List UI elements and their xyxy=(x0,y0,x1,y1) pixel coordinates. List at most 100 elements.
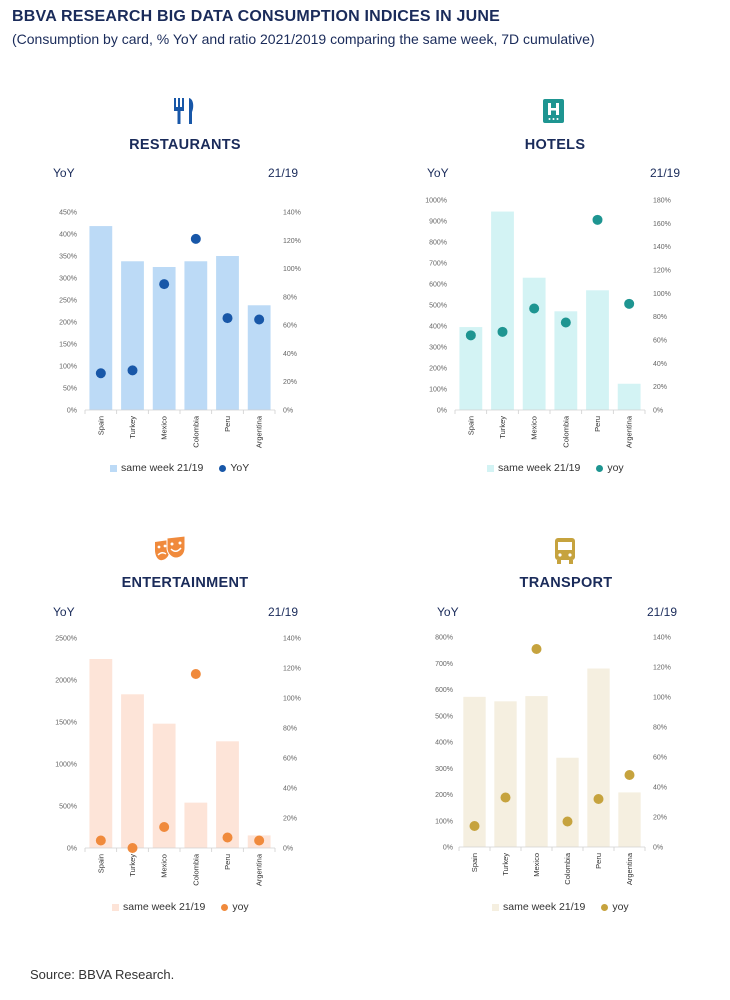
legend-swatch-bar xyxy=(110,464,117,472)
legend: same week 21/19 yoy xyxy=(487,462,624,474)
right-tick-label: 160% xyxy=(653,221,671,228)
category-label: Spain xyxy=(466,416,475,435)
right-tick-label: 100% xyxy=(283,266,301,273)
left-tick-label: 350% xyxy=(59,254,77,261)
legend: same week 21/19 YoY xyxy=(110,462,249,474)
right-tick-label: 60% xyxy=(653,338,667,345)
dot-mexico xyxy=(159,279,170,290)
left-tick-label: 800% xyxy=(429,240,447,247)
legend-label-bar: same week 21/19 xyxy=(123,901,206,913)
bar-argentina xyxy=(617,383,641,410)
category-label: Argentina xyxy=(625,852,634,885)
left-tick-label: 1000% xyxy=(55,762,77,769)
chart-title: RESTAURANTS xyxy=(129,137,241,153)
legend-label-bar: same week 21/19 xyxy=(498,462,581,474)
category-label: Turkey xyxy=(501,853,510,876)
left-tick-label: 500% xyxy=(429,303,447,310)
category-label: Turkey xyxy=(128,416,137,439)
dot-mexico xyxy=(531,644,542,654)
right-tick-label: 120% xyxy=(283,666,301,673)
bar-argentina xyxy=(618,792,641,847)
dot-mexico xyxy=(159,822,170,832)
category-label: Turkey xyxy=(128,854,137,877)
bar-turkey xyxy=(121,261,144,410)
dot-peru xyxy=(222,832,233,843)
hotel-icon xyxy=(543,99,564,123)
right-tick-label: 60% xyxy=(283,323,297,330)
bar-spain xyxy=(89,226,113,410)
right-tick-label: 120% xyxy=(283,238,301,245)
left-tick-label: 200% xyxy=(435,792,453,799)
dot-spain xyxy=(469,821,480,831)
left-tick-label: 600% xyxy=(435,687,453,694)
legend-label-bar: same week 21/19 xyxy=(121,462,204,474)
left-tick-label: 2500% xyxy=(55,636,77,643)
left-tick-label: 800% xyxy=(435,635,453,642)
right-axis-label: 21/19 xyxy=(650,166,681,180)
page-title: BBVA RESEARCH BIG DATA CONSUMPTION INDIC… xyxy=(12,8,500,25)
bar-colombia xyxy=(184,802,208,848)
category-label: Peru xyxy=(594,853,603,869)
right-tick-label: 140% xyxy=(283,636,301,643)
category-label: Mexico xyxy=(532,853,541,877)
right-tick-label: 80% xyxy=(283,726,297,733)
left-tick-label: 1000% xyxy=(425,198,447,205)
left-tick-label: 900% xyxy=(429,219,447,226)
left-tick-label: 0% xyxy=(67,846,77,853)
right-tick-label: 80% xyxy=(283,294,297,301)
right-axis-label: 21/19 xyxy=(647,605,678,619)
category-label: Spain xyxy=(96,854,105,873)
dot-peru xyxy=(593,794,604,804)
left-tick-label: 150% xyxy=(59,342,77,349)
dot-colombia xyxy=(190,669,201,679)
category-label: Peru xyxy=(223,854,232,870)
right-tick-label: 180% xyxy=(653,198,671,205)
left-axis-label: YoY xyxy=(437,605,459,619)
bar-peru xyxy=(216,741,239,848)
category-label: Argentina xyxy=(255,853,264,886)
left-tick-label: 600% xyxy=(429,282,447,289)
legend-swatch-dot xyxy=(601,903,609,911)
right-tick-label: 0% xyxy=(653,845,663,852)
dot-turkey xyxy=(500,792,511,803)
legend-swatch-dot xyxy=(221,903,229,911)
legend-swatch-bar xyxy=(112,903,119,911)
right-tick-label: 40% xyxy=(283,351,297,358)
dot-argentina xyxy=(624,298,635,309)
right-tick-label: 20% xyxy=(653,384,667,391)
right-tick-label: 0% xyxy=(653,408,663,415)
right-tick-label: 40% xyxy=(653,785,667,792)
left-tick-label: 250% xyxy=(59,298,77,305)
right-tick-label: 20% xyxy=(653,815,667,822)
category-label: Colombia xyxy=(561,415,570,448)
left-tick-label: 0% xyxy=(443,845,453,852)
left-tick-label: 100% xyxy=(59,364,77,371)
plot-area: 0% 100% 200% 300% 400% 500% 600% 700% 800% 900% 10… xyxy=(425,198,671,449)
right-tick-label: 100% xyxy=(653,695,671,702)
bar-peru xyxy=(587,668,610,847)
dot-argentina xyxy=(254,835,265,846)
dot-peru xyxy=(592,214,603,225)
bar-mexico xyxy=(522,277,546,410)
chart-panel-hotels: HOTELS YoY 21/19 0% 100% 200% 300% 400% 500% 6… xyxy=(425,92,725,492)
theater-masks-icon xyxy=(155,535,186,561)
category-label: Mexico xyxy=(160,854,169,878)
dot-colombia xyxy=(562,816,573,827)
left-tick-label: 2000% xyxy=(55,678,77,685)
right-axis-label: 21/19 xyxy=(268,166,299,180)
dot-mexico xyxy=(529,303,540,314)
category-label: Mexico xyxy=(530,416,539,440)
dot-colombia xyxy=(560,317,571,328)
right-tick-label: 80% xyxy=(653,725,667,732)
chart-title: HOTELS xyxy=(524,137,586,153)
legend-label-dot: yoy xyxy=(232,901,249,913)
right-tick-label: 120% xyxy=(653,665,671,672)
dot-spain xyxy=(95,368,106,379)
source-note: Source: BBVA Research. xyxy=(30,967,175,982)
right-tick-label: 0% xyxy=(283,846,293,853)
left-tick-label: 400% xyxy=(435,740,453,747)
left-tick-label: 50% xyxy=(63,386,77,393)
dot-turkey xyxy=(127,365,138,376)
left-tick-label: 0% xyxy=(437,408,447,415)
left-tick-label: 100% xyxy=(435,818,453,825)
